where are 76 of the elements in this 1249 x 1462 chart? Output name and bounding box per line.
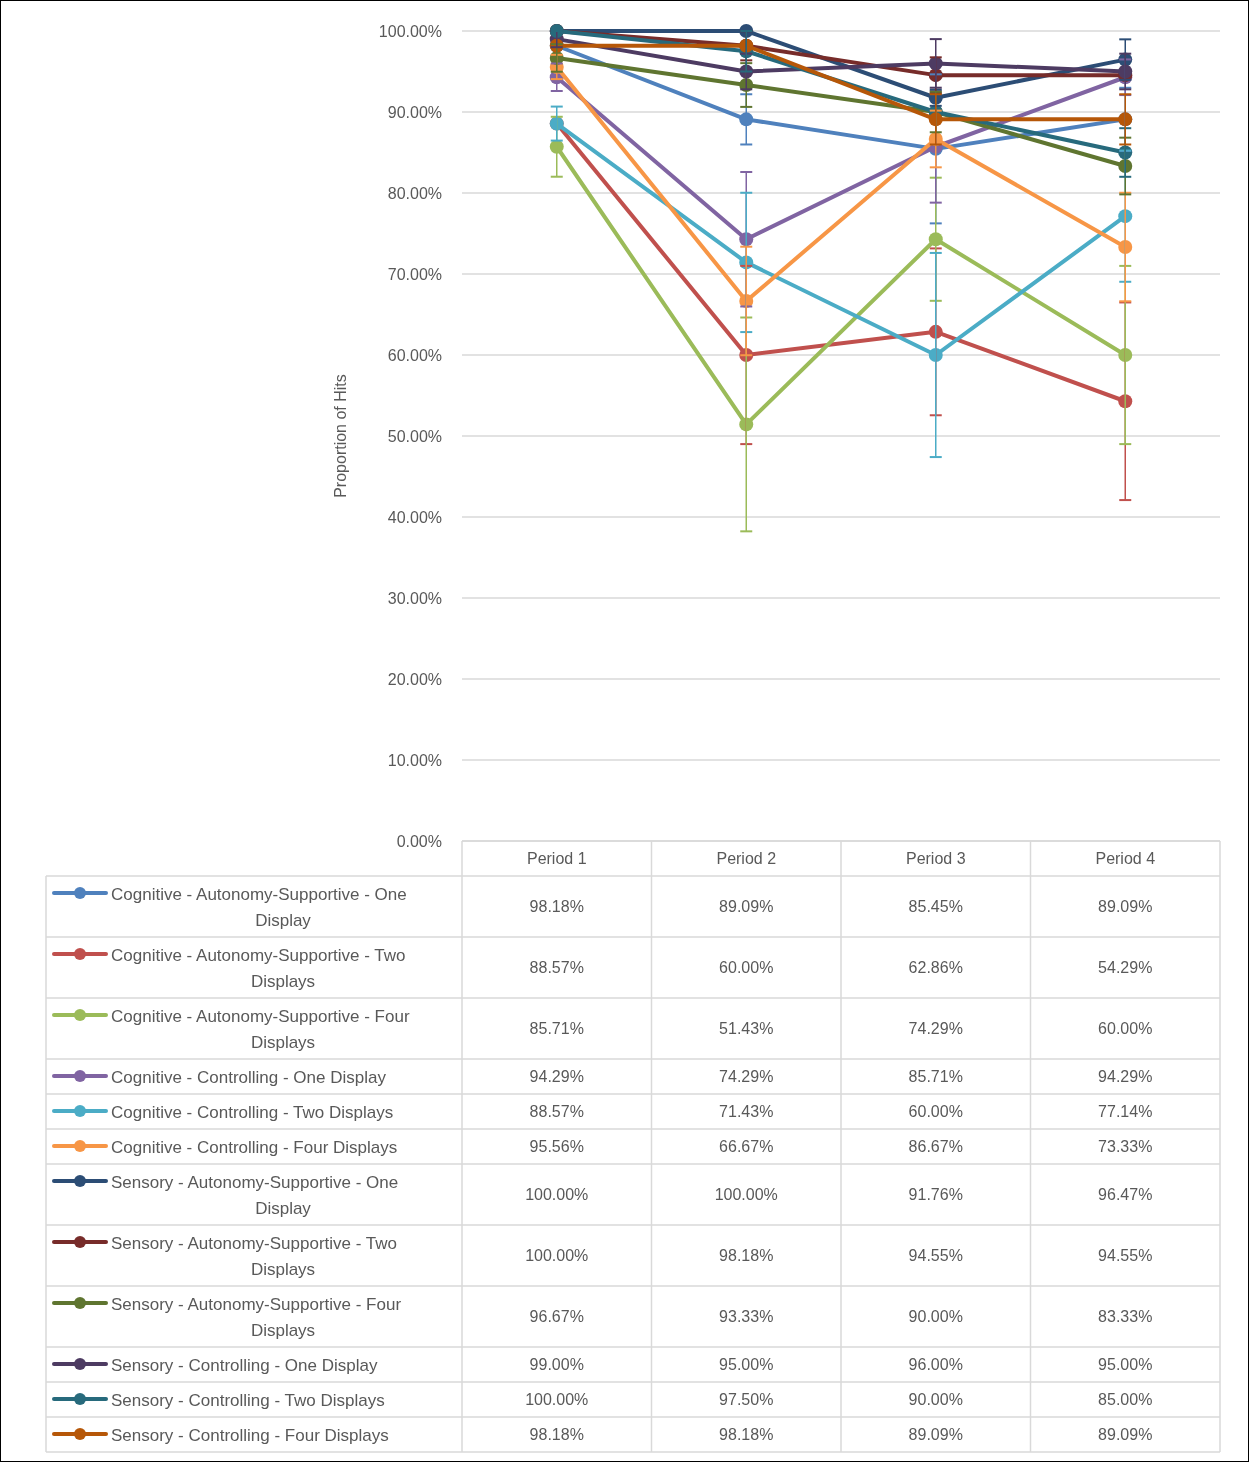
- y-tick-label: 90.00%: [387, 103, 442, 121]
- data-label: 94.29%: [529, 1068, 584, 1086]
- y-tick-label: 70.00%: [387, 265, 442, 283]
- legend-label: Cognitive - Autonomy-Supportive - One Display: [111, 884, 407, 930]
- data-label: 99.00%: [529, 1356, 584, 1374]
- y-axis-title: Proportion of Hits: [332, 374, 349, 498]
- data-label: 85.00%: [1098, 1391, 1153, 1409]
- data-label: 98.18%: [719, 1426, 774, 1444]
- y-tick-label: 30.00%: [387, 589, 442, 607]
- data-label: 74.29%: [719, 1068, 774, 1086]
- data-label: 85.71%: [529, 1020, 584, 1038]
- y-tick-label: 10.00%: [387, 751, 442, 769]
- legend-label: Sensory - Controlling - Two Displays: [111, 1390, 385, 1410]
- data-label: 98.18%: [529, 1426, 584, 1444]
- data-label: 71.43%: [719, 1103, 774, 1121]
- data-label: 94.55%: [1098, 1247, 1153, 1265]
- legend-label: Cognitive - Controlling - Two Displays: [111, 1102, 394, 1122]
- data-label: 51.43%: [719, 1020, 774, 1038]
- data-label: 85.45%: [908, 898, 963, 916]
- legend-label: Cognitive - Controlling - Four Displays: [111, 1137, 398, 1157]
- x-tick-label: Period 2: [716, 850, 777, 868]
- data-label: 98.18%: [529, 898, 584, 916]
- data-label: 60.00%: [719, 959, 774, 977]
- data-label: 100.00%: [525, 1391, 589, 1409]
- data-label: 73.33%: [1098, 1138, 1153, 1156]
- y-tick-label: 40.00%: [387, 508, 442, 526]
- data-label: 95.56%: [529, 1138, 584, 1156]
- legend-label: Sensory - Controlling - One Display: [111, 1355, 378, 1375]
- data-label: 89.09%: [908, 1426, 963, 1444]
- y-tick-label: 0.00%: [396, 832, 442, 850]
- data-label: 96.47%: [1098, 1186, 1153, 1204]
- legend-label: Sensory - Autonomy-Supportive - Two Displays: [111, 1233, 397, 1279]
- data-label: 94.55%: [908, 1247, 963, 1265]
- data-label: 89.09%: [719, 898, 774, 916]
- data-label: 54.29%: [1098, 959, 1153, 977]
- data-label: 86.67%: [908, 1138, 963, 1156]
- data-label: 88.57%: [529, 1103, 584, 1121]
- data-label: 83.33%: [1098, 1308, 1153, 1326]
- data-label: 100.00%: [525, 1186, 589, 1204]
- y-tick-label: 80.00%: [387, 184, 442, 202]
- data-label: 94.29%: [1098, 1068, 1153, 1086]
- legend-label: Sensory - Autonomy-Supportive - One Display: [111, 1172, 399, 1218]
- x-tick-label: Period 3: [905, 850, 966, 868]
- data-label: 66.67%: [719, 1138, 774, 1156]
- data-label: 60.00%: [908, 1103, 963, 1121]
- data-label: 95.00%: [719, 1356, 774, 1374]
- data-label: 89.09%: [1098, 898, 1153, 916]
- y-tick-label: 20.00%: [387, 670, 442, 688]
- data-label: 90.00%: [908, 1308, 963, 1326]
- y-tick-label: 50.00%: [387, 427, 442, 445]
- data-label: 77.14%: [1098, 1103, 1153, 1121]
- data-label: 100.00%: [525, 1247, 589, 1265]
- legend-label: Sensory - Controlling - Four Displays: [111, 1425, 389, 1445]
- data-label: 96.67%: [529, 1308, 584, 1326]
- data-label: 97.50%: [719, 1391, 774, 1409]
- data-label: 89.09%: [1098, 1426, 1153, 1444]
- data-label: 95.00%: [1098, 1356, 1153, 1374]
- data-label: 88.57%: [529, 959, 584, 977]
- legend-label: Sensory - Autonomy-Supportive - Four Displays: [111, 1294, 402, 1340]
- data-label: 85.71%: [908, 1068, 963, 1086]
- x-tick-label: Period 4: [1095, 850, 1156, 868]
- data-label: 90.00%: [908, 1391, 963, 1409]
- data-label: 74.29%: [908, 1020, 963, 1038]
- legend-label: Cognitive - Autonomy-Supportive - Four Displays: [111, 1006, 410, 1052]
- x-tick-label: Period 1: [526, 850, 587, 868]
- legend-label: Cognitive - Autonomy-Supportive - Two Displays: [111, 945, 406, 991]
- data-label: 98.18%: [719, 1247, 774, 1265]
- data-label: 60.00%: [1098, 1020, 1153, 1038]
- data-label: 91.76%: [908, 1186, 963, 1204]
- y-tick-label: 60.00%: [387, 346, 442, 364]
- data-label: 93.33%: [719, 1308, 774, 1326]
- data-label: 96.00%: [908, 1356, 963, 1374]
- data-label: 100.00%: [714, 1186, 778, 1204]
- y-tick-label: 100.00%: [378, 22, 442, 40]
- data-label: 62.86%: [908, 959, 963, 977]
- legend-label: Cognitive - Controlling - One Display: [111, 1067, 387, 1087]
